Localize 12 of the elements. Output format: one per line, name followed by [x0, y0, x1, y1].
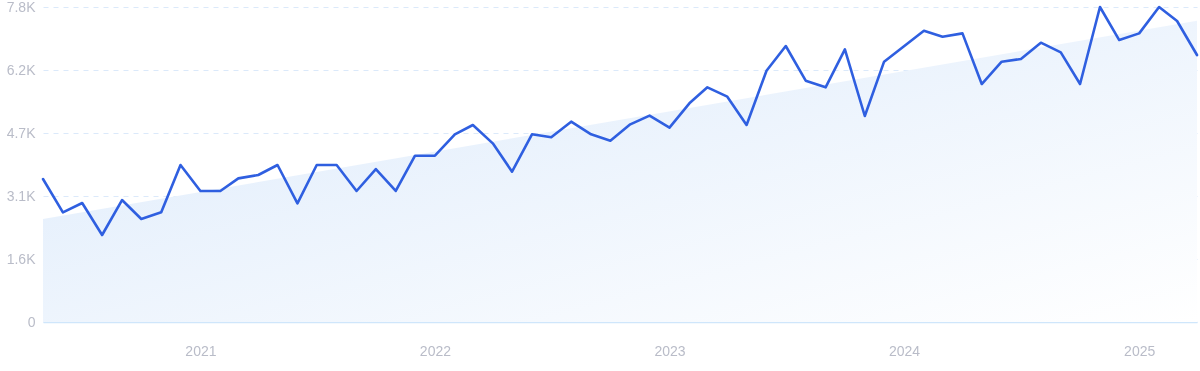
y-tick-label: 0	[27, 313, 36, 330]
x-tick-label: 2023	[654, 342, 686, 359]
x-tick-label: 2025	[1124, 342, 1156, 359]
x-tick-label: 2024	[888, 342, 921, 359]
x-tick-label: 2021	[185, 342, 217, 359]
line-series	[41, 5, 1199, 237]
y-tick-label: 6.2K	[6, 61, 37, 78]
y-tick-label: 4.7K	[6, 124, 37, 141]
x-tick-label: 2022	[419, 342, 452, 359]
y-tick-label: 1.6K	[6, 250, 37, 267]
y-tick-label: 7.8K	[6, 0, 37, 15]
y-tick-label: 3.1K	[6, 187, 37, 204]
